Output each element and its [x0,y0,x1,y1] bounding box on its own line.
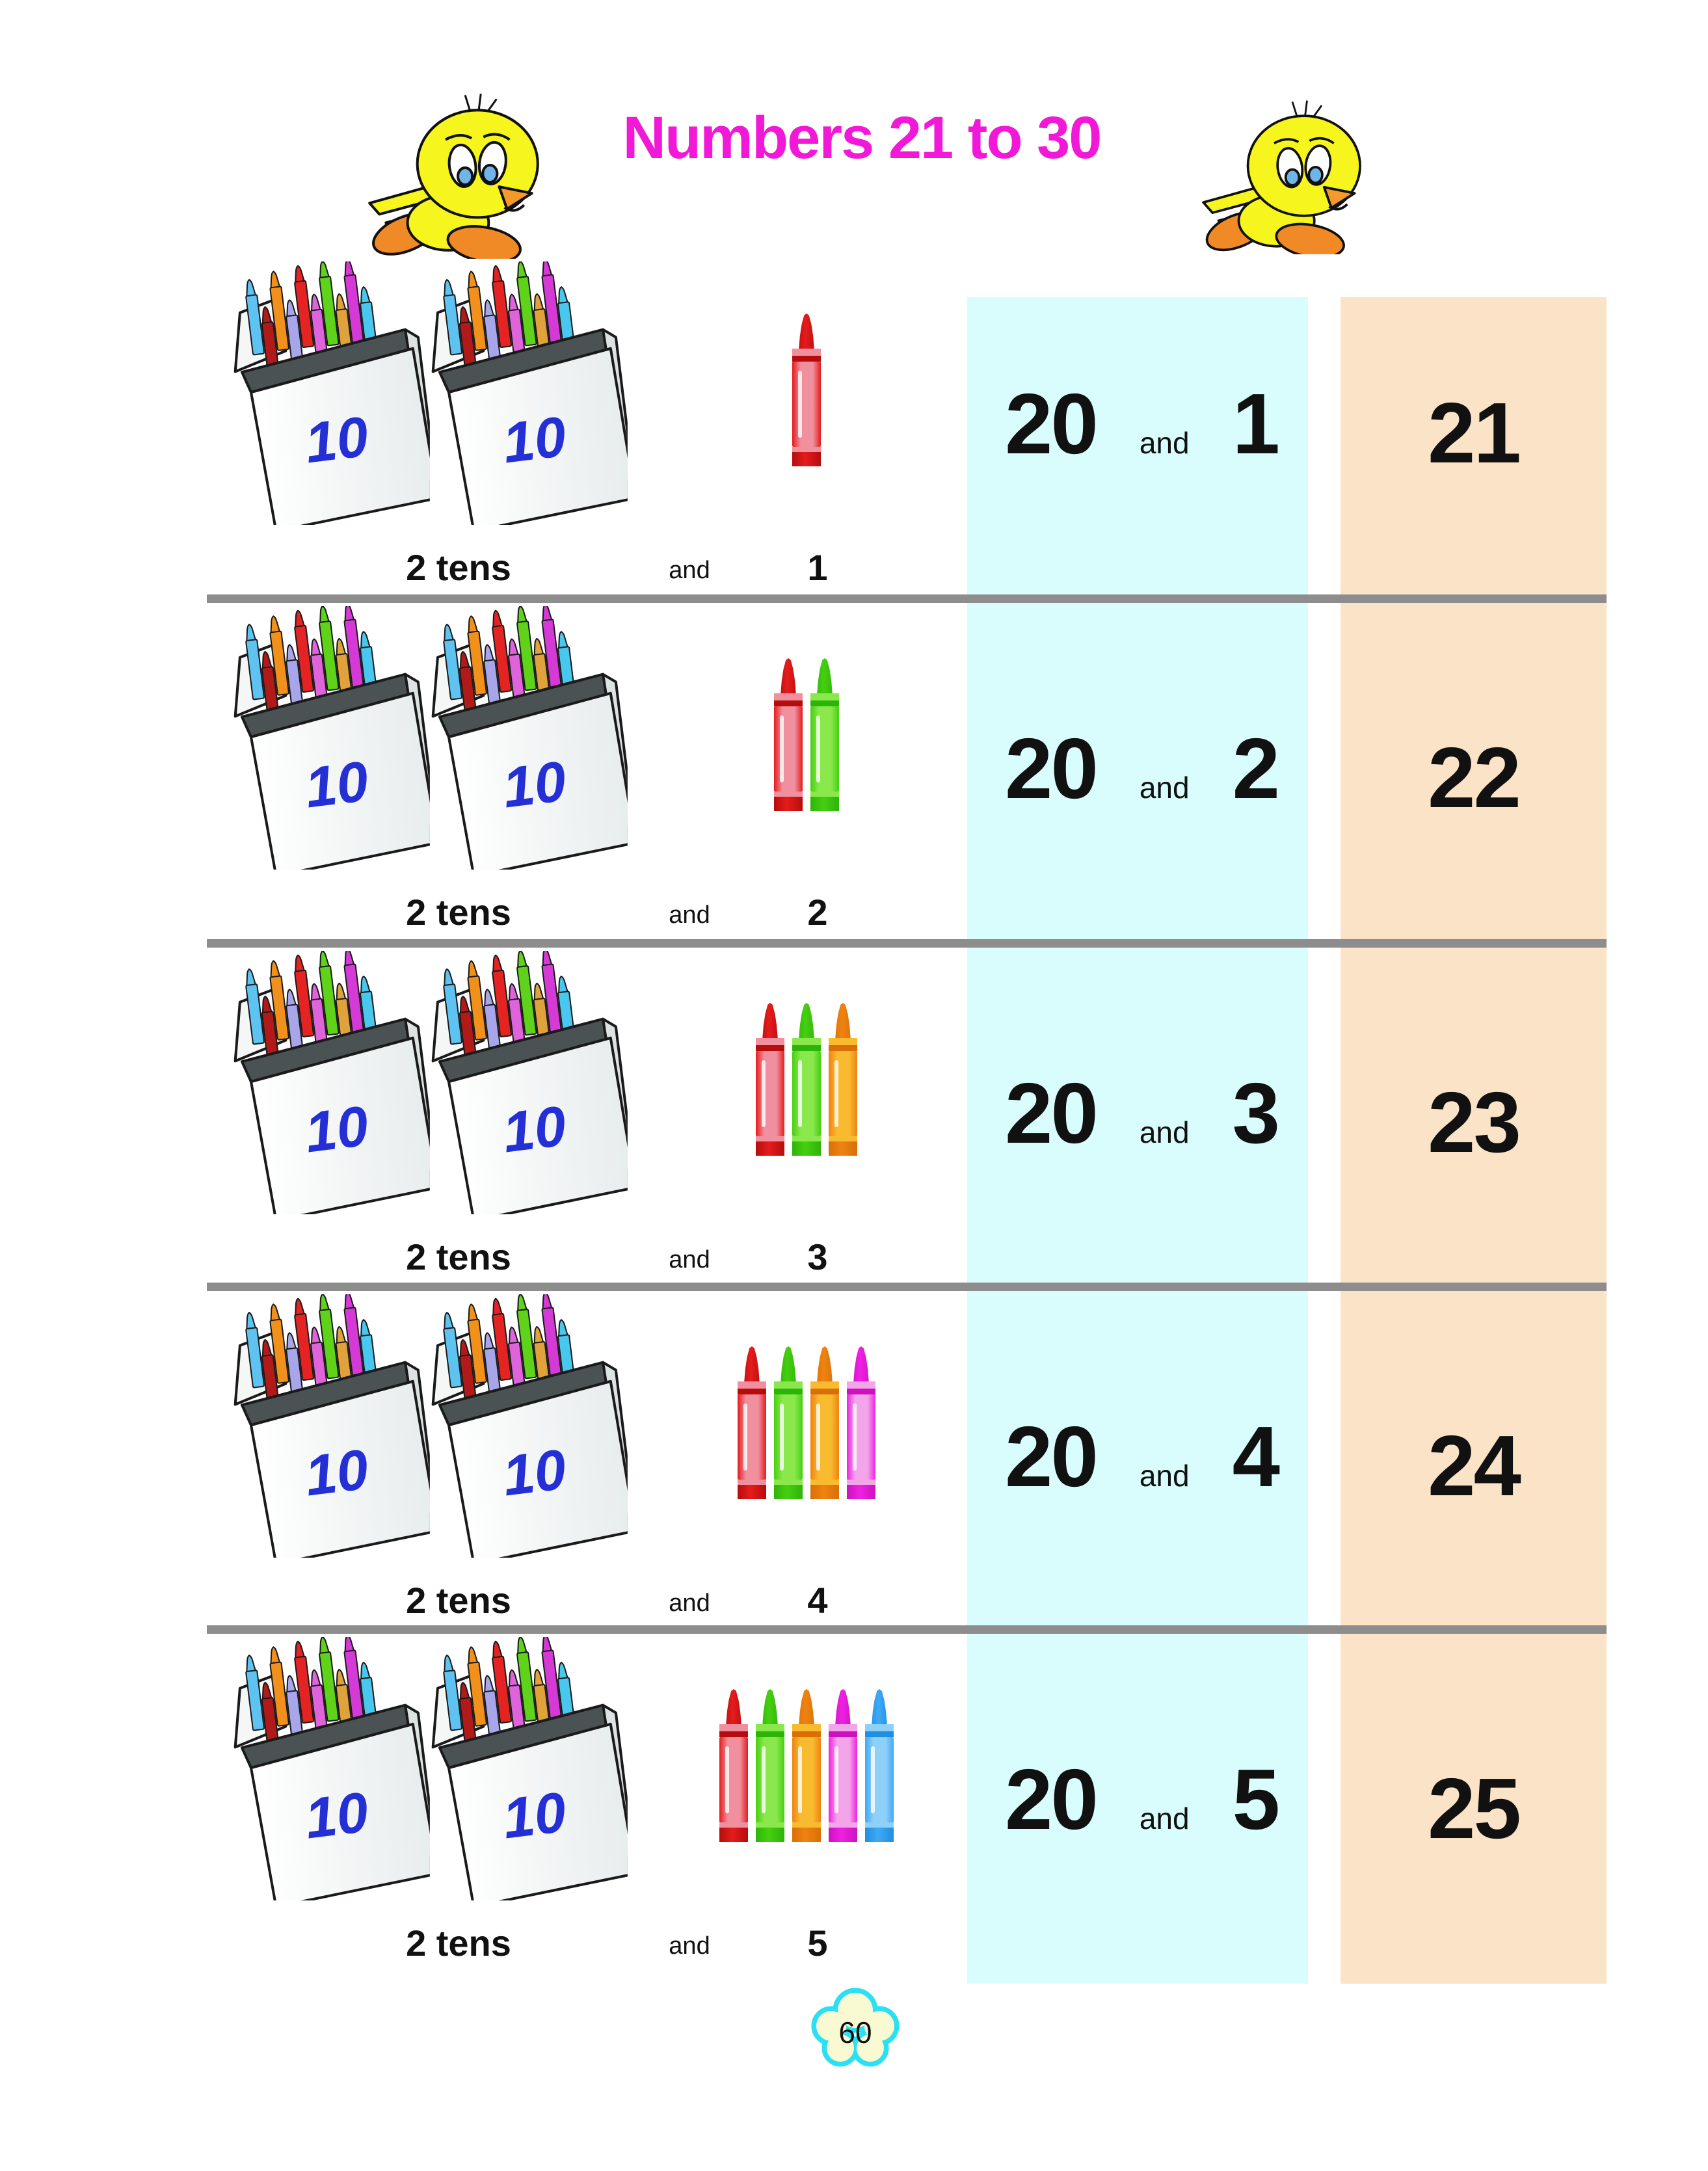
caption-and: and [669,557,710,584]
caption-ones: 1 [807,547,828,588]
flower-cloud-badge [811,1988,900,2067]
row-25: 10 10 2 tens and 5 20 and 5 25 [0,1629,1708,1974]
box-label: 10 [500,405,570,475]
sum-and: and [1139,426,1190,460]
caption-tens: 2 tens [406,547,511,588]
row-separator [207,1625,1607,1634]
box-label: 10 [500,1780,570,1850]
crayon-box-ten: 10 [424,1294,634,1558]
crayon-box-ten: 10 [226,606,436,870]
crayon-orange [810,1346,839,1499]
crayon-red [738,1346,766,1499]
row-separator [207,1283,1607,1291]
crayon-green [774,1346,803,1499]
sum-and: and [1139,1115,1190,1149]
row-24: 10 10 2 tens and 4 20 and 4 24 [0,1286,1708,1631]
crayon-green [792,1003,821,1156]
loose-crayons [670,313,943,476]
crayon-box-ten: 10 [226,261,436,525]
row-separator [207,594,1607,603]
sum-ones: 1 [1232,376,1280,472]
crayon-box-ten: 10 [226,1294,436,1558]
box-label: 10 [302,1437,372,1508]
crayon-box-ten: 10 [424,606,634,870]
caption-ones: 5 [807,1923,828,1964]
page-number: 60 [838,2016,872,2049]
sum-and: and [1139,1802,1190,1835]
sum-ones: 5 [1232,1751,1280,1847]
caption-and: and [669,1932,710,1960]
caption-ones: 2 [807,892,828,933]
sum-expression: 20 and 1 [1005,376,1280,479]
caption-tens: 2 tens [406,1580,511,1621]
sum-tens: 20 [1005,1065,1099,1161]
crayon-orange [829,1003,857,1156]
sum-expression: 20 and 4 [1005,1409,1280,1512]
crayon-green [810,658,839,811]
tweety-bird-icon [1185,95,1380,255]
sum-tens: 20 [1005,721,1099,816]
crayon-red [792,313,821,466]
caption-ones: 3 [807,1236,828,1277]
crayon-red [774,658,803,811]
crayon-orange [792,1689,821,1842]
crayon-blue [865,1689,894,1842]
sum-ones: 2 [1232,721,1280,816]
caption-tens: 2 tens [406,892,511,933]
caption-and: and [669,901,710,929]
sum-and: and [1139,771,1190,805]
crayon-box-ten: 10 [424,261,634,525]
result-number: 24 [1428,1418,1521,1513]
sum-ones: 3 [1232,1065,1280,1161]
sum-expression: 20 and 2 [1005,721,1280,823]
loose-crayons [670,1346,943,1509]
box-label: 10 [500,1094,570,1164]
box-label: 10 [302,405,372,475]
row-21: 10 10 2 tens and 1 20 and 1 21 [0,254,1708,598]
crayon-red [756,1003,784,1156]
result-number: 21 [1428,385,1521,481]
tweety-bird-icon [350,88,559,259]
caption-and: and [669,1246,710,1273]
result-column-background [1341,297,1607,1984]
sum-tens: 20 [1005,376,1099,472]
result-number: 22 [1428,730,1521,825]
crayon-box-ten: 10 [424,951,634,1214]
box-label: 10 [302,749,372,819]
caption-and: and [669,1590,710,1617]
sum-tens: 20 [1005,1751,1099,1847]
crayon-green [756,1689,784,1842]
caption-tens: 2 tens [406,1923,511,1964]
crayon-pink [847,1346,875,1499]
crayon-red [719,1689,748,1842]
sum-column-background [967,297,1308,1984]
crayon-box-ten: 10 [226,951,436,1214]
loose-crayons [670,658,943,821]
sum-and: and [1139,1459,1190,1493]
sum-tens: 20 [1005,1409,1099,1504]
caption-tens: 2 tens [406,1236,511,1277]
row-22: 10 10 2 tens and 2 20 and 2 22 [0,598,1708,943]
crayon-box-ten: 10 [424,1637,634,1900]
caption-ones: 4 [807,1580,828,1621]
result-number: 23 [1428,1074,1521,1170]
sum-expression: 20 and 3 [1005,1065,1280,1168]
box-label: 10 [302,1094,372,1164]
row-separator [207,939,1607,948]
sum-ones: 4 [1232,1409,1280,1504]
loose-crayons [670,1003,943,1165]
loose-crayons [670,1689,943,1852]
box-label: 10 [500,1437,570,1508]
sum-expression: 20 and 5 [1005,1751,1280,1854]
box-label: 10 [500,749,570,819]
box-label: 10 [302,1780,372,1850]
page-title: Numbers 21 to 30 [622,105,1102,171]
crayon-pink [829,1689,857,1842]
row-23: 10 10 2 tens and 3 20 and 3 23 [0,943,1708,1288]
result-number: 25 [1428,1761,1521,1856]
crayon-box-ten: 10 [226,1637,436,1900]
